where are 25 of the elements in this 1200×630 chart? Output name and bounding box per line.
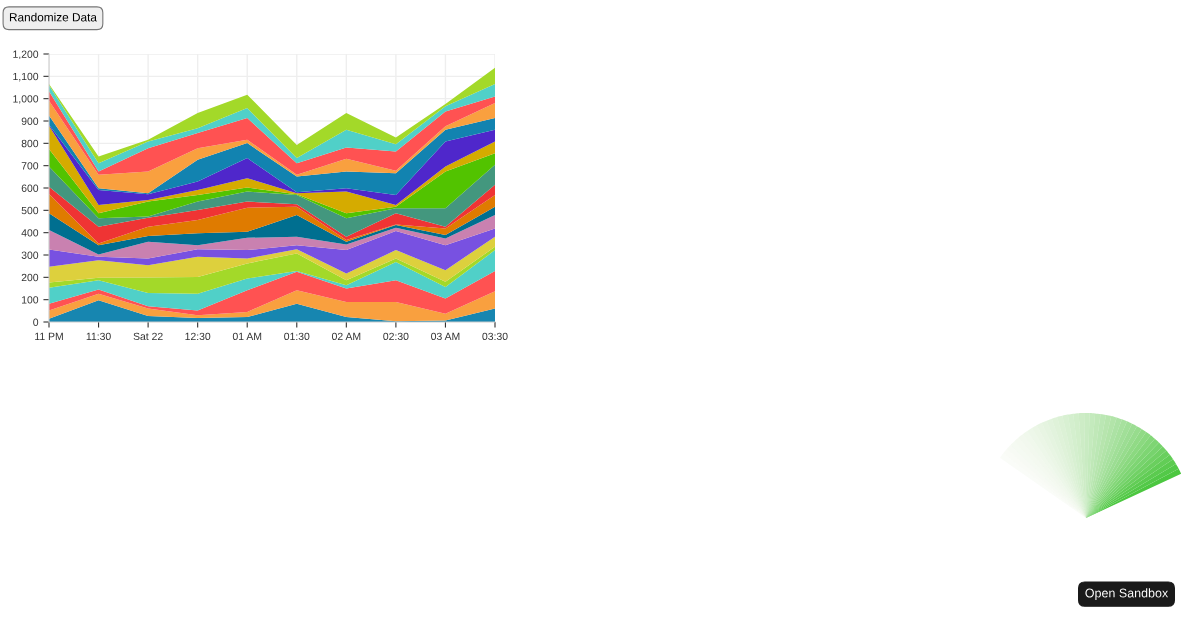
x-tick-label: Sat 22 [133, 332, 163, 341]
text: Open Sandbox [1085, 588, 1169, 600]
x-tick-label: 03:30 [482, 332, 508, 341]
y-tick-label: 200 [21, 273, 39, 282]
y-tick-label: 800 [21, 139, 39, 148]
y-tick-label: 300 [21, 251, 39, 259]
text: Randomize Data [9, 12, 97, 22]
x-tick-label: 12:30 [185, 332, 211, 341]
x-tick-label: 11:30 [86, 332, 111, 341]
y-tick-label: 600 [21, 184, 39, 192]
x-tick-label: 01:30 [284, 332, 310, 341]
y-tick-label: 500 [21, 206, 39, 215]
y-tick-label: 1,200 [13, 50, 39, 60]
x-tick-label: 03 AM [431, 332, 460, 341]
y-tick-label: 100 [22, 296, 39, 304]
x-tick-label: 01 AM [232, 332, 262, 341]
y-tick-label: 400 [21, 229, 39, 237]
x-tick-label: 02:30 [383, 332, 409, 341]
y-tick-label: 700 [21, 162, 39, 170]
x-tick-label: 11 PM [35, 332, 63, 340]
y-tick-label: 900 [21, 117, 39, 125]
y-tick-label: 1,000 [13, 95, 39, 104]
x-tick-label: 02 AM [331, 332, 361, 341]
y-tick-label: 1,100 [13, 72, 39, 82]
y-tick-label: 0 [33, 318, 39, 326]
